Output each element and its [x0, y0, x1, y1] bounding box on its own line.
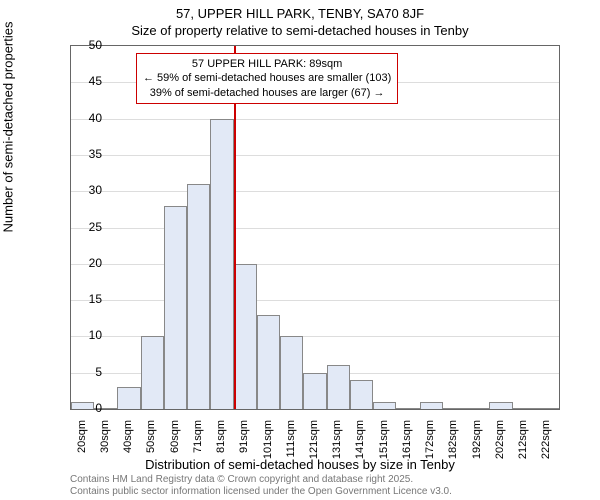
y-tick-label: 20 [72, 256, 102, 270]
x-tick-label: 30sqm [99, 420, 111, 460]
grid-line [71, 228, 559, 229]
super-title: 57, UPPER HILL PARK, TENBY, SA70 8JF [0, 6, 600, 23]
footer-attribution: Contains HM Land Registry data © Crown c… [70, 474, 452, 498]
y-tick-label: 45 [72, 74, 102, 88]
y-tick-label: 50 [72, 38, 102, 52]
x-tick-label: 50sqm [145, 420, 157, 460]
plot-area: 57 UPPER HILL PARK: 89sqm← 59% of semi-d… [70, 45, 560, 410]
grid-line [71, 155, 559, 156]
x-tick-label: 71sqm [192, 420, 204, 460]
grid-line [71, 191, 559, 192]
y-tick-label: 5 [72, 365, 102, 379]
x-tick-label: 151sqm [378, 420, 390, 460]
histogram-bar [187, 184, 210, 409]
x-tick-label: 131sqm [331, 420, 343, 460]
grid-line [71, 264, 559, 265]
x-tick-label: 161sqm [401, 420, 413, 460]
x-tick-label: 111sqm [285, 420, 297, 460]
histogram-bar [373, 402, 396, 409]
x-tick-label: 91sqm [238, 420, 250, 460]
y-axis-label: Number of semi-detached properties [1, 22, 16, 233]
x-tick-label: 20sqm [76, 420, 88, 460]
annotation-line: 39% of semi-detached houses are larger (… [143, 86, 391, 100]
footer-line-2: Contains public sector information licen… [70, 486, 452, 498]
histogram-bar [466, 408, 489, 409]
annotation-box: 57 UPPER HILL PARK: 89sqm← 59% of semi-d… [136, 53, 398, 104]
y-tick-label: 30 [72, 183, 102, 197]
y-tick-label: 40 [72, 111, 102, 125]
histogram-bar [327, 365, 350, 409]
x-tick-label: 202sqm [494, 420, 506, 460]
histogram-bar [234, 264, 257, 409]
histogram-bar [420, 402, 443, 409]
histogram-bar [117, 387, 140, 409]
x-tick-label: 212sqm [517, 420, 529, 460]
y-tick-label: 25 [72, 220, 102, 234]
histogram-bar [164, 206, 187, 409]
y-tick-label: 15 [72, 292, 102, 306]
histogram-bar [257, 315, 280, 409]
annotation-line: ← 59% of semi-detached houses are smalle… [143, 71, 391, 85]
y-tick-label: 0 [72, 401, 102, 415]
chart-container: 57, UPPER HILL PARK, TENBY, SA70 8JF Siz… [0, 0, 600, 500]
x-tick-label: 182sqm [447, 420, 459, 460]
x-tick-label: 222sqm [540, 420, 552, 460]
histogram-bar [536, 408, 559, 409]
histogram-bar [350, 380, 373, 409]
grid-line [71, 119, 559, 120]
x-tick-label: 81sqm [215, 420, 227, 460]
annotation-line: 57 UPPER HILL PARK: 89sqm [143, 57, 391, 71]
footer-line-1: Contains HM Land Registry data © Crown c… [70, 474, 452, 486]
x-tick-label: 172sqm [424, 420, 436, 460]
histogram-bar [210, 119, 233, 409]
x-tick-label: 141sqm [354, 420, 366, 460]
x-tick-label: 192sqm [471, 420, 483, 460]
x-tick-label: 101sqm [262, 420, 274, 460]
histogram-bar [396, 408, 419, 409]
grid-line [71, 300, 559, 301]
y-tick-label: 10 [72, 328, 102, 342]
x-tick-label: 40sqm [122, 420, 134, 460]
x-tick-label: 60sqm [169, 420, 181, 460]
histogram-bar [280, 336, 303, 409]
histogram-bar [303, 373, 326, 409]
histogram-bar [513, 408, 536, 409]
histogram-bar [443, 408, 466, 409]
y-tick-label: 35 [72, 147, 102, 161]
x-tick-label: 121sqm [308, 420, 320, 460]
histogram-bar [141, 336, 164, 409]
histogram-bar [489, 402, 512, 409]
title-block: 57, UPPER HILL PARK, TENBY, SA70 8JF Siz… [0, 0, 600, 40]
x-axis-label: Distribution of semi-detached houses by … [145, 457, 455, 472]
